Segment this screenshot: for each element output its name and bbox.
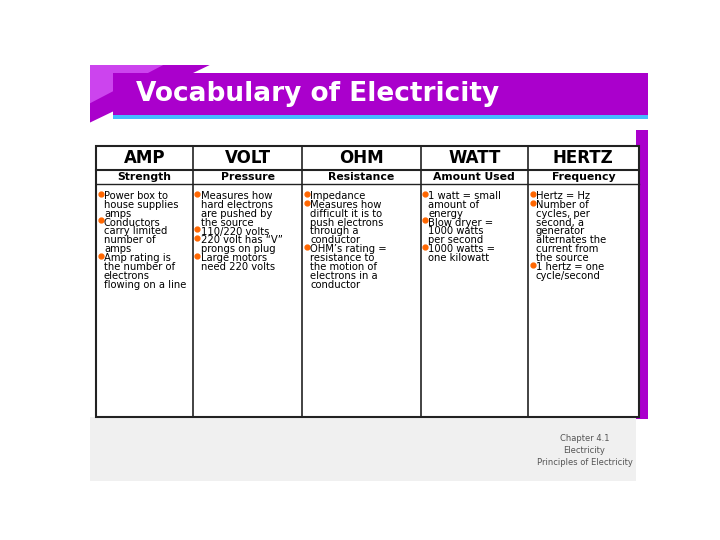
Text: energy: energy [428, 209, 463, 219]
Text: through a: through a [310, 226, 359, 237]
Text: the source: the source [200, 218, 253, 228]
Circle shape [612, 376, 625, 389]
Text: Amp rating is: Amp rating is [104, 253, 171, 263]
Text: Blow dryer =: Blow dryer = [428, 218, 493, 228]
Text: one kilowatt: one kilowatt [428, 253, 490, 263]
Text: house supplies: house supplies [104, 200, 179, 210]
Text: hard electrons: hard electrons [200, 200, 272, 210]
Text: cycles, per: cycles, per [536, 209, 590, 219]
Text: 1 hertz = one: 1 hertz = one [536, 262, 604, 272]
Text: Pressure: Pressure [220, 172, 274, 182]
Text: 1000 watts =: 1000 watts = [428, 244, 495, 254]
Text: Number of: Number of [536, 200, 588, 210]
Text: OHM: OHM [339, 149, 384, 167]
Text: Large motors: Large motors [200, 253, 266, 263]
Text: the number of: the number of [104, 262, 175, 272]
Text: 1000 watts: 1000 watts [428, 226, 484, 237]
Text: are pushed by: are pushed by [200, 209, 271, 219]
Text: 1 watt = small: 1 watt = small [428, 191, 501, 201]
Text: Strength: Strength [117, 172, 171, 182]
FancyBboxPatch shape [113, 115, 648, 119]
Text: Measures how: Measures how [200, 191, 272, 201]
FancyBboxPatch shape [96, 146, 639, 417]
Text: AMP: AMP [124, 149, 165, 167]
Text: difficult it is to: difficult it is to [310, 209, 382, 219]
Text: Hertz = Hz: Hertz = Hz [536, 191, 590, 201]
Text: Resistance: Resistance [328, 172, 395, 182]
Text: electrons: electrons [104, 271, 150, 281]
Text: amps: amps [104, 244, 131, 254]
Text: VOLT: VOLT [225, 149, 271, 167]
FancyBboxPatch shape [90, 417, 636, 481]
Text: current from: current from [536, 244, 598, 254]
Text: Vocabulary of Electricity: Vocabulary of Electricity [137, 82, 500, 107]
Text: push electrons: push electrons [310, 218, 384, 228]
Text: generator: generator [536, 226, 585, 237]
Text: flowing on a line: flowing on a line [104, 280, 186, 289]
Text: conductor: conductor [310, 280, 360, 289]
Text: 220 volt has “V”: 220 volt has “V” [200, 235, 282, 245]
Text: OHM’s rating =: OHM’s rating = [310, 244, 387, 254]
Text: Amount Used: Amount Used [433, 172, 516, 182]
FancyBboxPatch shape [113, 72, 648, 115]
Text: conductor: conductor [310, 235, 360, 245]
FancyBboxPatch shape [636, 130, 648, 419]
Text: Chapter 4.1
Electricity
Principles of Electricity: Chapter 4.1 Electricity Principles of El… [536, 434, 632, 467]
Text: Measures how: Measures how [310, 200, 382, 210]
Text: the motion of: the motion of [310, 262, 377, 272]
Polygon shape [90, 65, 163, 103]
Text: amps: amps [104, 209, 131, 219]
Text: cycle/second: cycle/second [536, 271, 600, 281]
Text: second, a: second, a [536, 218, 584, 228]
Text: 110/220 volts: 110/220 volts [200, 226, 269, 237]
Text: resistance to: resistance to [310, 253, 374, 263]
Text: the source: the source [536, 253, 588, 263]
FancyBboxPatch shape [90, 65, 648, 481]
Text: Impedance: Impedance [310, 191, 366, 201]
Text: amount of: amount of [428, 200, 480, 210]
Text: carry limited: carry limited [104, 226, 167, 237]
Text: per second: per second [428, 235, 484, 245]
Text: Conductors: Conductors [104, 218, 161, 228]
Polygon shape [90, 65, 210, 123]
Text: Power box to: Power box to [104, 191, 168, 201]
Text: Frequency: Frequency [552, 172, 615, 182]
Text: alternates the: alternates the [536, 235, 606, 245]
Text: WATT: WATT [448, 149, 500, 167]
Text: HERTZ: HERTZ [553, 149, 613, 167]
Text: prongs on plug: prongs on plug [200, 244, 275, 254]
Text: electrons in a: electrons in a [310, 271, 378, 281]
Text: need 220 volts: need 220 volts [200, 262, 274, 272]
Text: number of: number of [104, 235, 156, 245]
